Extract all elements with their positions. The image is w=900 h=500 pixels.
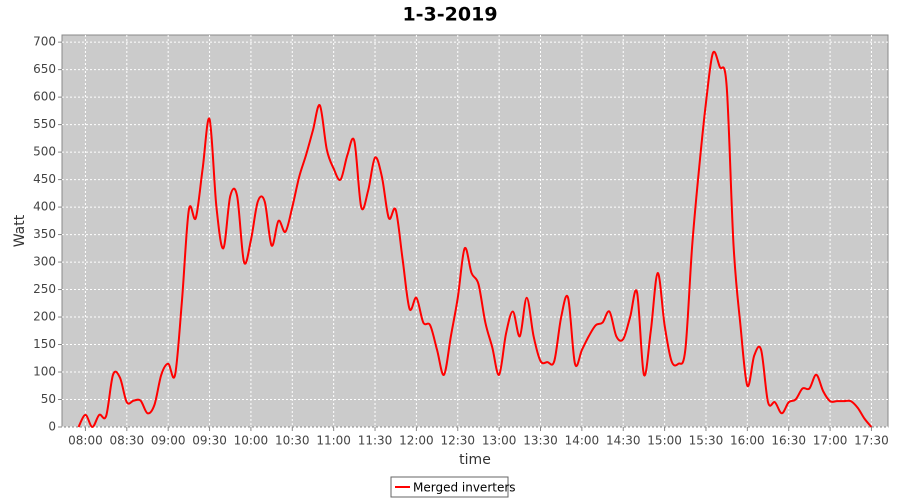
y-tick-label: 300: [33, 255, 56, 269]
x-tick-label: 13:00: [482, 434, 517, 448]
x-tick-label: 13:30: [523, 434, 558, 448]
plot-area: [61, 34, 889, 428]
legend: [390, 476, 509, 498]
x-tick-label: 10:30: [275, 434, 310, 448]
y-tick-label: 650: [33, 62, 56, 76]
x-tick-label: 12:00: [399, 434, 434, 448]
chart-title: 1-3-2019: [402, 4, 497, 26]
y-axis-label: Watt: [12, 214, 28, 247]
y-tick-label: 100: [33, 365, 56, 379]
x-tick-label: 15:30: [689, 434, 724, 448]
y-tick-label: 600: [33, 90, 56, 104]
y-tick-label: 200: [33, 310, 56, 324]
x-tick-label: 14:30: [606, 434, 641, 448]
x-tick-label: 11:00: [316, 434, 351, 448]
y-tick-label: 400: [33, 200, 56, 214]
y-tick-label: 700: [33, 35, 56, 49]
x-tick-label: 17:00: [813, 434, 848, 448]
x-axis-label: time: [459, 452, 491, 468]
y-tick-label: 500: [33, 145, 56, 159]
y-tick-label: 250: [33, 282, 56, 296]
x-tick-label: 12:30: [440, 434, 475, 448]
y-tick-label: 550: [33, 117, 56, 131]
x-tick-label: 16:30: [771, 434, 806, 448]
series-line: [77, 50, 873, 429]
x-tick-label: 14:00: [565, 434, 600, 448]
x-tick-label: 09:00: [151, 434, 186, 448]
legend-label: Merged inverters: [413, 481, 516, 495]
x-tick-label: 09:30: [192, 434, 227, 448]
y-tick-label: 150: [33, 337, 56, 351]
x-tick-label: 17:30: [854, 434, 889, 448]
y-tick-label: 50: [41, 392, 56, 406]
y-tick-label: 450: [33, 172, 56, 186]
x-tick-label: 08:30: [110, 434, 145, 448]
x-tick-label: 11:30: [358, 434, 393, 448]
y-tick-label: 0: [48, 420, 56, 434]
y-tick-label: 350: [33, 227, 56, 241]
x-tick-label: 10:00: [234, 434, 269, 448]
x-tick-label: 08:00: [68, 434, 103, 448]
x-tick-label: 15:00: [647, 434, 682, 448]
x-tick-label: 16:00: [730, 434, 765, 448]
